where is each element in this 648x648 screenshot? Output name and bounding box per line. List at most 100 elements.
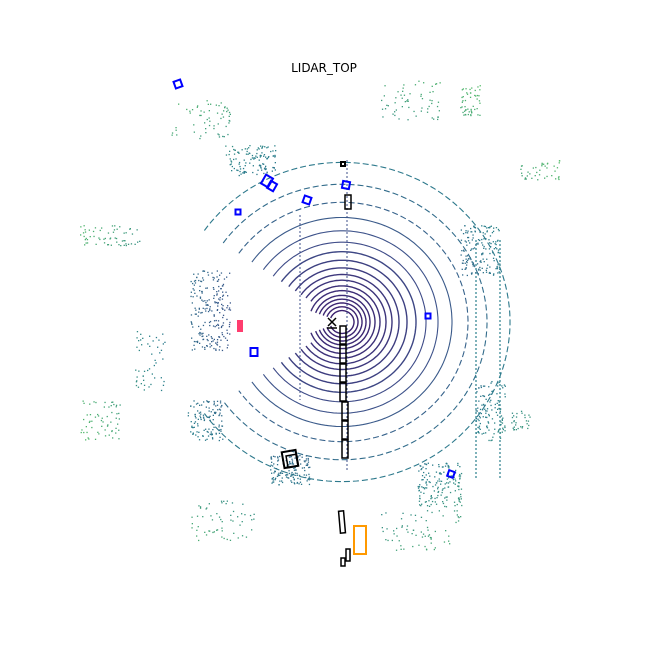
lidar-point xyxy=(116,241,118,243)
lidar-point xyxy=(474,230,476,232)
lidar-point xyxy=(216,280,219,282)
lidar-point xyxy=(462,96,464,98)
lidar-point xyxy=(212,279,215,281)
lidar-point xyxy=(541,162,543,164)
lidar-point xyxy=(230,160,232,162)
lidar-point xyxy=(486,227,488,229)
lidar-point xyxy=(205,132,207,134)
lidar-point xyxy=(499,263,501,265)
lidar-point xyxy=(236,169,238,171)
lidar-point xyxy=(157,346,159,348)
lidar-point xyxy=(83,402,85,404)
lidar-point xyxy=(279,474,281,476)
lidar-point xyxy=(216,339,219,341)
lidar-point xyxy=(498,230,500,232)
lidar-point xyxy=(547,162,549,164)
lidar-point xyxy=(479,408,482,411)
lidar-point xyxy=(237,151,240,153)
lidar-point xyxy=(482,244,484,246)
lidar-point xyxy=(93,235,95,238)
lidar-point xyxy=(199,411,202,413)
lidar-point xyxy=(470,249,472,251)
lidar-point xyxy=(223,335,225,338)
lidar-point xyxy=(395,109,397,111)
lidar-point xyxy=(130,243,133,245)
barrier-box xyxy=(339,363,347,383)
scan-ring xyxy=(222,183,488,461)
lidar-point xyxy=(270,469,272,471)
lidar-point xyxy=(291,460,294,462)
lidar-point xyxy=(211,341,213,343)
lidar-point xyxy=(263,172,265,175)
lidar-point xyxy=(501,419,503,421)
lidar-point xyxy=(419,504,421,506)
lidar-point xyxy=(489,393,491,395)
lidar-point xyxy=(396,535,398,537)
lidar-point xyxy=(274,156,276,158)
lidar-point xyxy=(439,472,441,474)
lidar-point xyxy=(203,270,205,272)
lidar-point xyxy=(407,119,409,121)
lidar-point xyxy=(245,171,247,173)
lidar-point xyxy=(459,475,462,477)
lidar-point xyxy=(86,414,88,416)
lidar-point xyxy=(206,287,208,289)
lidar-point xyxy=(212,438,214,440)
lidar-point xyxy=(544,177,546,179)
scan-ring xyxy=(262,230,439,414)
lidar-point xyxy=(211,433,213,436)
lidar-point xyxy=(425,482,427,484)
lidar-point xyxy=(200,418,202,421)
lidar-point xyxy=(102,421,104,423)
lidar-point xyxy=(213,338,215,341)
lidar-point xyxy=(478,100,481,102)
lidar-point xyxy=(466,261,468,264)
lidar-point xyxy=(86,239,89,241)
lidar-point xyxy=(218,290,220,292)
lidar-point xyxy=(294,467,296,469)
lidar-point xyxy=(125,232,127,234)
lidar-point xyxy=(111,401,113,403)
lidar-point xyxy=(214,412,217,415)
lidar-point xyxy=(487,227,490,229)
lidar-point xyxy=(221,420,223,422)
lidar-point xyxy=(448,467,450,469)
lidar-point xyxy=(266,147,268,149)
lidar-point xyxy=(229,120,231,122)
lidar-point xyxy=(466,260,468,263)
lidar-point xyxy=(412,545,414,548)
lidar-point xyxy=(219,274,221,276)
lidar-point xyxy=(228,115,230,117)
lidar-point xyxy=(211,272,213,274)
lidar-point xyxy=(202,435,204,437)
lidar-point xyxy=(210,336,212,338)
lidar-point xyxy=(481,253,483,255)
lidar-point xyxy=(486,408,489,410)
lidar-point xyxy=(445,530,447,532)
lidar-point xyxy=(207,271,209,274)
lidar-point xyxy=(543,163,545,165)
lidar-point xyxy=(232,520,234,522)
barrier-box xyxy=(340,161,346,167)
lidar-point xyxy=(433,118,435,120)
lidar-point xyxy=(294,483,296,485)
lidar-point xyxy=(260,167,262,169)
lidar-point xyxy=(192,288,194,290)
lidar-point xyxy=(88,229,90,231)
lidar-point xyxy=(244,165,246,167)
lidar-point xyxy=(451,475,453,477)
lidar-point xyxy=(228,308,230,311)
lidar-point xyxy=(288,477,290,479)
lidar-point xyxy=(206,335,208,337)
lidar-point xyxy=(81,429,83,431)
lidar-point xyxy=(532,167,534,169)
barrier-box xyxy=(341,439,349,459)
lidar-point xyxy=(206,118,208,121)
lidar-point xyxy=(106,425,109,427)
lidar-point xyxy=(307,459,309,461)
lidar-point xyxy=(213,423,215,426)
lidar-point xyxy=(426,549,428,551)
lidar-point xyxy=(444,497,446,499)
lidar-point xyxy=(465,255,467,257)
lidar-point xyxy=(306,480,308,482)
